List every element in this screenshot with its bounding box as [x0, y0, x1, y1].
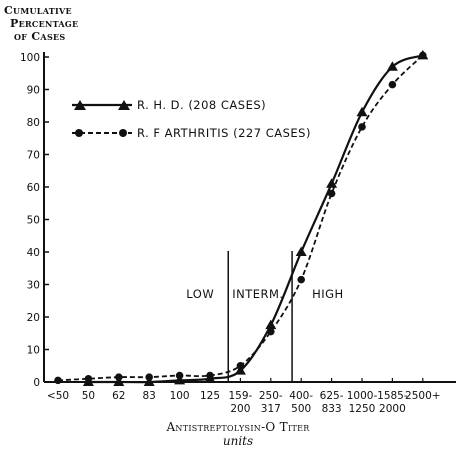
legend-label-rf-arthritis: R. F ARTHRITIS (227 CASES) [137, 126, 311, 140]
x-tick-label: 2000 [379, 403, 406, 415]
x-axis-label: Antistreptolysin-O Titer [165, 420, 310, 434]
data-point-rhd [174, 374, 186, 385]
data-point-rhd [386, 61, 398, 71]
x-tick-label: 1250 [349, 403, 376, 415]
data-point-rf-arthritis [206, 371, 214, 380]
y-tick-label: 30 [27, 280, 40, 292]
zone-label: HIGH [312, 287, 344, 301]
y-axis-label: Cumulative Percentage of Cases [4, 4, 78, 43]
zone-label: LOW [186, 287, 214, 301]
triangle-marker-icon [118, 100, 130, 110]
data-point-rhd [356, 106, 368, 117]
circle-marker-icon [119, 129, 127, 137]
y-tick-label: 50 [27, 215, 40, 227]
x-tick-label: 50 [82, 390, 95, 402]
data-point-rf-arthritis [327, 189, 336, 198]
series-layer [54, 49, 429, 386]
circle-marker-icon [75, 129, 83, 137]
x-tick-label: 100 [170, 390, 190, 402]
data-point-rf-arthritis [388, 80, 397, 89]
x-tick-label: 317 [261, 403, 281, 415]
legend: R. H. D. (208 CASES) R. F ARTHRITIS (227… [72, 98, 311, 140]
data-point-rhd [234, 365, 246, 375]
data-point-rf-arthritis [115, 373, 123, 381]
y-tick-label: 40 [27, 247, 40, 259]
y-tick-label: 60 [27, 182, 40, 194]
x-tick-label: 200 [230, 403, 250, 415]
y-tick-label: 100 [20, 52, 40, 64]
x-tick-label: 625- [320, 390, 344, 402]
data-point-rf-arthritis [236, 361, 245, 370]
y-tick-label: 70 [27, 150, 40, 162]
x-tick-label: 62 [112, 390, 125, 402]
y-axis-label-line-1: Cumulative [4, 4, 72, 17]
data-point-rhd [326, 178, 338, 188]
x-tick-label: 500 [291, 403, 311, 415]
data-point-rf-arthritis [54, 376, 62, 385]
x-axis-ticks: <50 50 62 83 100 125 159-200 250-317 400-500 625-… [47, 378, 441, 415]
y-tick-label: 90 [27, 85, 40, 97]
data-point-rhd [295, 246, 307, 256]
y-axis-label-line-3: of Cases [14, 30, 66, 43]
triangle-marker-icon [74, 100, 86, 110]
x-tick-label: 2500+ [405, 390, 441, 402]
data-point-rf-arthritis [267, 327, 275, 336]
y-tick-label: 80 [27, 117, 40, 129]
y-tick-label: 10 [27, 345, 40, 357]
data-point-rf-arthritis [175, 371, 184, 380]
x-tick-label: 83 [143, 390, 156, 402]
y-tick-label: 0 [33, 377, 40, 389]
x-tick-label: <50 [47, 390, 69, 402]
y-axis-label-line-2: Percentage [10, 17, 78, 30]
zone-label: INTERM. [232, 287, 283, 301]
x-tick-label: 125 [200, 390, 220, 402]
x-tick-label: 1585- [377, 390, 408, 402]
data-point-rhd [113, 376, 125, 386]
legend-label-rhd: R. H. D. (208 CASES) [137, 98, 266, 112]
x-tick-label: 833 [322, 403, 342, 415]
x-tick-label: 1000- [347, 390, 378, 402]
data-point-rhd [143, 376, 155, 386]
y-axis-ticks: 0 10 20 30 40 50 60 70 80 90 100 [20, 52, 49, 389]
data-point-rf-arthritis [419, 51, 427, 60]
x-tick-label: 400- [289, 390, 313, 402]
data-point-rf-arthritis [84, 374, 93, 383]
x-tick-label: 159- [228, 390, 252, 402]
data-point-rf-arthritis [145, 373, 153, 381]
data-point-rf-arthritis [297, 275, 306, 284]
data-point-rf-arthritis [358, 123, 366, 131]
x-axis-units: units [223, 434, 253, 448]
y-tick-label: 20 [27, 312, 40, 324]
titer-zones: LOW INTERM. HIGH [186, 251, 343, 382]
x-tick-label: 250- [259, 390, 283, 402]
